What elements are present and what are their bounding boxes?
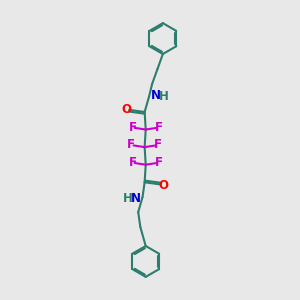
Text: F: F [154,138,162,151]
Text: H: H [159,90,169,103]
Text: F: F [128,156,136,169]
Text: H: H [123,192,132,206]
Text: F: F [155,156,163,169]
Text: O: O [121,103,131,116]
Text: F: F [128,121,136,134]
Text: N: N [151,89,161,102]
Text: F: F [128,138,135,151]
Text: N: N [130,192,141,205]
Text: F: F [155,121,163,134]
Text: O: O [158,178,168,192]
